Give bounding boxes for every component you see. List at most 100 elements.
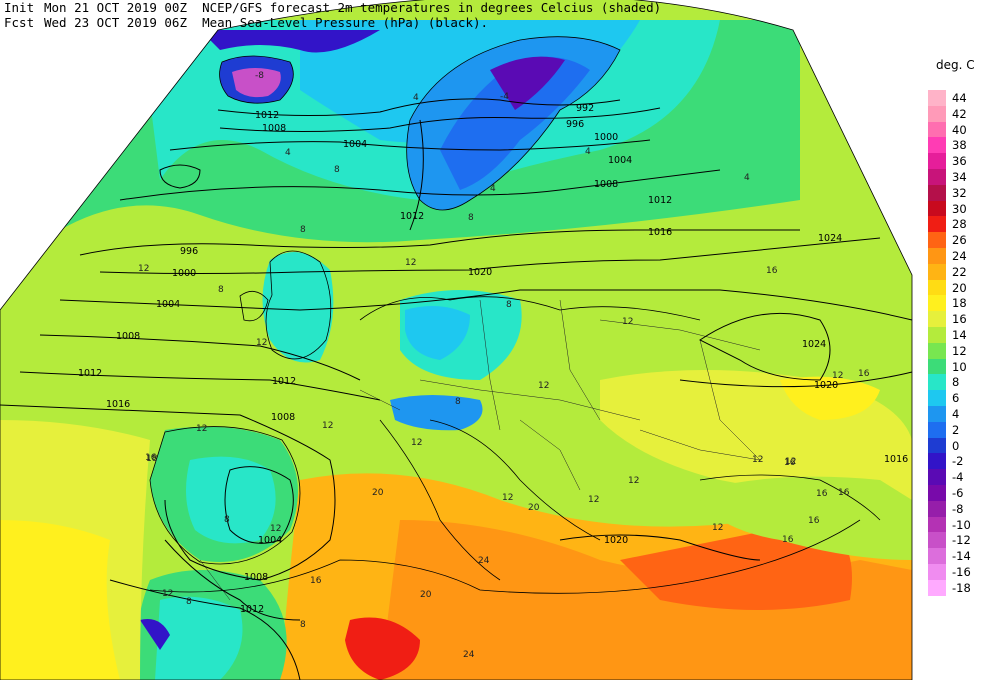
temperature-label: 8 bbox=[455, 397, 461, 407]
isobar-label: 996 bbox=[566, 119, 584, 130]
temperature-label: 16 bbox=[838, 488, 850, 498]
map-boundary bbox=[0, 0, 913, 680]
legend-value: 26 bbox=[952, 233, 967, 248]
temperature-label: 4 bbox=[490, 184, 496, 194]
isobar-label: 1012 bbox=[240, 604, 264, 615]
legend-value: 24 bbox=[952, 248, 967, 263]
temperature-label: 12 bbox=[538, 381, 549, 391]
legend-entry: -14 bbox=[928, 548, 988, 564]
legend-entry: -16 bbox=[928, 563, 988, 580]
isobar-label: 1024 bbox=[818, 233, 842, 244]
legend-swatch bbox=[928, 374, 946, 391]
isobar-label: 1008 bbox=[244, 572, 268, 583]
legend-value: -16 bbox=[952, 564, 971, 579]
legend-swatch bbox=[928, 453, 946, 470]
temperature-label: 12 bbox=[628, 476, 639, 486]
legend-entry: 8 bbox=[928, 374, 988, 391]
isobar-label: 1008 bbox=[262, 123, 286, 134]
legend-swatch bbox=[928, 137, 946, 154]
coastlines bbox=[149, 36, 881, 594]
temperature-label: 12 bbox=[622, 317, 633, 327]
legend-swatch bbox=[928, 153, 946, 169]
legend-entry: 26 bbox=[928, 232, 988, 248]
legend-swatch bbox=[928, 390, 946, 406]
legend-entry: 12 bbox=[928, 342, 988, 359]
temperature-label: 16 bbox=[310, 576, 322, 586]
isobar-label: 1024 bbox=[802, 339, 826, 350]
temperature-label: 8 bbox=[468, 213, 474, 223]
legend-entry: 14 bbox=[928, 326, 988, 343]
legend-value: 4 bbox=[952, 406, 960, 421]
temperature-label: 12 bbox=[270, 524, 281, 534]
legend-swatch bbox=[928, 358, 946, 375]
isobar-label: 996 bbox=[180, 246, 198, 257]
legend-entry: 38 bbox=[928, 137, 988, 154]
temperature-label: 12 bbox=[405, 258, 416, 268]
legend-entry: 18 bbox=[928, 295, 988, 312]
legend-swatch bbox=[928, 200, 946, 217]
legend-value: 38 bbox=[952, 138, 967, 153]
legend-value: 6 bbox=[952, 391, 960, 406]
legend-swatch bbox=[928, 579, 946, 596]
temperature-label: 12 bbox=[162, 589, 173, 599]
temperature-label: 8 bbox=[300, 225, 306, 235]
isobar-label: 1008 bbox=[271, 412, 295, 423]
isobar-label: 1012 bbox=[272, 376, 296, 387]
isobar-label: 1012 bbox=[648, 195, 672, 206]
legend-swatch bbox=[928, 232, 946, 248]
temperature-label: 16 bbox=[145, 453, 157, 463]
temperature-label: 4 bbox=[585, 147, 591, 157]
temperature-label: -8 bbox=[255, 71, 264, 81]
temperature-label: 12 bbox=[256, 338, 267, 348]
legend-swatch bbox=[928, 421, 946, 438]
legend-value: -8 bbox=[952, 501, 964, 516]
legend-value: 42 bbox=[952, 106, 967, 121]
isobar-label: 1004 bbox=[258, 535, 282, 546]
legend-entry: 10 bbox=[928, 358, 988, 375]
legend-swatch bbox=[928, 437, 946, 454]
temperature-label: -4 bbox=[500, 92, 509, 102]
isobar-label: 1000 bbox=[594, 132, 618, 143]
legend-value: 2 bbox=[952, 422, 960, 437]
isobar-label: 1000 bbox=[172, 268, 196, 279]
legend-entry: 20 bbox=[928, 279, 988, 296]
legend-value: -2 bbox=[952, 454, 964, 469]
legend-entry: -4 bbox=[928, 469, 988, 485]
temperature-label: 16 bbox=[782, 535, 794, 545]
legend-swatch bbox=[928, 469, 946, 485]
legend-entry: -18 bbox=[928, 579, 988, 596]
legend-value: 22 bbox=[952, 264, 967, 279]
legend-entry: 6 bbox=[928, 390, 988, 406]
temperature-label: 12 bbox=[411, 438, 422, 448]
legend-entry: 34 bbox=[928, 168, 988, 185]
legend-swatch bbox=[928, 532, 946, 549]
isobar-label: 1020 bbox=[814, 380, 838, 391]
temperature-label: 16 bbox=[816, 489, 828, 499]
temperature-label: 20 bbox=[420, 590, 432, 600]
legend-entry: -10 bbox=[928, 516, 988, 533]
legend-entry: 0 bbox=[928, 437, 988, 454]
init-time: Mon 21 OCT 2019 00Z bbox=[44, 0, 187, 15]
legend-swatch bbox=[928, 168, 946, 185]
legend-value: -4 bbox=[952, 470, 964, 485]
legend-value: 30 bbox=[952, 201, 967, 216]
legend-value: -10 bbox=[952, 517, 971, 532]
temperature-label: 8 bbox=[186, 597, 192, 607]
temperature-label: 8 bbox=[334, 165, 340, 175]
legend-swatch bbox=[928, 405, 946, 422]
legend-swatch bbox=[928, 263, 946, 280]
map-subtitle: Mean Sea-Level Pressure (hPa) (black). bbox=[202, 15, 489, 30]
legend-value: 10 bbox=[952, 359, 967, 374]
temperature-label: 12 bbox=[502, 493, 513, 503]
temperature-label: 8 bbox=[300, 620, 306, 630]
isobar-label: 1016 bbox=[106, 399, 130, 410]
temperature-label: 4 bbox=[285, 148, 291, 158]
temperature-label: 12 bbox=[752, 455, 763, 465]
legend-entry: 28 bbox=[928, 216, 988, 233]
header-line-1: Init Mon 21 OCT 2019 00Z NCEP/GFS forecas… bbox=[4, 1, 661, 15]
legend-entry: -8 bbox=[928, 500, 988, 517]
temperature-label: 12 bbox=[712, 523, 723, 533]
legend-value: 18 bbox=[952, 296, 967, 311]
